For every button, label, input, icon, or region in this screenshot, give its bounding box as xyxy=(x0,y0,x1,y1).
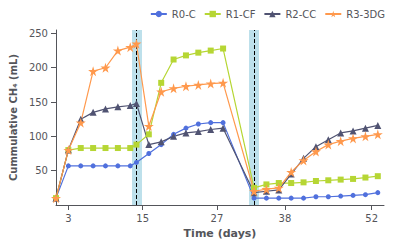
svg-text:200: 200 xyxy=(29,62,48,73)
svg-text:15: 15 xyxy=(136,213,149,224)
svg-text:R1-CF: R1-CF xyxy=(226,9,256,20)
svg-text:3: 3 xyxy=(65,213,71,224)
svg-text:52: 52 xyxy=(365,213,378,224)
svg-text:27: 27 xyxy=(211,213,224,224)
svg-text:100: 100 xyxy=(29,131,48,142)
svg-text:150: 150 xyxy=(29,97,48,108)
svg-text:Time (days): Time (days) xyxy=(184,227,257,240)
svg-text:38: 38 xyxy=(279,213,292,224)
svg-text:Cummulative CH₄ (mL): Cummulative CH₄ (mL) xyxy=(8,54,19,181)
svg-text:250: 250 xyxy=(29,28,48,39)
svg-text:R0-C: R0-C xyxy=(172,9,196,20)
svg-text:50: 50 xyxy=(35,165,48,176)
svg-text:R2-CC: R2-CC xyxy=(285,9,316,20)
svg-text:R3-3DG: R3-3DG xyxy=(346,9,385,20)
